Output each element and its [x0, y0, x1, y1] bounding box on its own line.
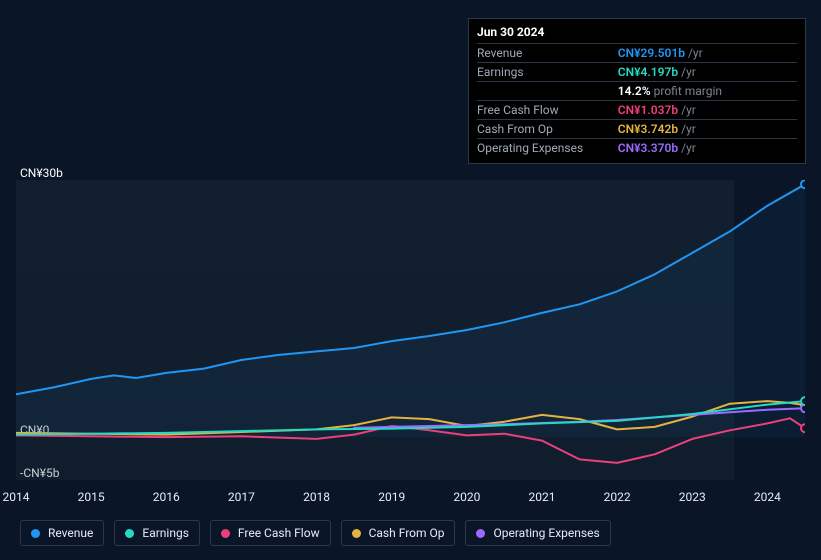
tooltip-row: 14.2%profit margin	[477, 82, 797, 101]
legend-item-revenue[interactable]: Revenue	[20, 520, 104, 546]
x-axis-label: 2021	[529, 490, 556, 504]
tooltip-row-label: Operating Expenses	[477, 139, 618, 158]
tooltip-row-label: Earnings	[477, 63, 618, 82]
x-axis-label: 2019	[378, 490, 405, 504]
tooltip-row: Cash From OpCN¥3.742b/yr	[477, 120, 797, 139]
legend-label: Cash From Op	[369, 526, 445, 540]
tooltip-row-value: 14.2%profit margin	[618, 82, 797, 101]
x-axis-label: 2022	[604, 490, 631, 504]
legend-item-free_cash_flow[interactable]: Free Cash Flow	[210, 520, 331, 546]
legend-item-cash_from_op[interactable]: Cash From Op	[341, 520, 456, 546]
legend-label: Free Cash Flow	[238, 526, 320, 540]
tooltip-row: RevenueCN¥29.501b/yr	[477, 44, 797, 63]
tooltip-row-label: Revenue	[477, 44, 618, 63]
x-axis-label: 2023	[679, 490, 706, 504]
legend-item-operating_expenses[interactable]: Operating Expenses	[465, 520, 610, 546]
legend-dot-icon	[476, 529, 485, 538]
tooltip-date: Jun 30 2024	[477, 25, 797, 39]
tooltip-row: Free Cash FlowCN¥1.037b/yr	[477, 101, 797, 120]
tooltip-row-label: Cash From Op	[477, 120, 618, 139]
x-axis-label: 2024	[754, 490, 781, 504]
tooltip-row-value: CN¥3.370b/yr	[618, 139, 797, 158]
legend-label: Revenue	[48, 526, 93, 540]
legend-dot-icon	[352, 529, 361, 538]
x-axis-label: 2014	[3, 490, 30, 504]
tooltip-row-value: CN¥29.501b/yr	[618, 44, 797, 63]
tooltip-row: EarningsCN¥4.197b/yr	[477, 63, 797, 82]
legend-dot-icon	[221, 529, 230, 538]
legend-label: Operating Expenses	[493, 526, 599, 540]
tooltip-row-value: CN¥4.197b/yr	[618, 63, 797, 82]
tooltip-table: RevenueCN¥29.501b/yrEarningsCN¥4.197b/yr…	[477, 43, 797, 157]
x-axis-label: 2016	[153, 490, 180, 504]
line-chart	[16, 180, 805, 480]
x-axis-label: 2020	[453, 490, 480, 504]
legend: Revenue Earnings Free Cash Flow Cash From O…	[20, 520, 611, 546]
tooltip-row-value: CN¥1.037b/yr	[618, 101, 797, 120]
x-axis-label: 2017	[228, 490, 255, 504]
legend-label: Earnings	[142, 526, 189, 540]
data-tooltip: Jun 30 2024 RevenueCN¥29.501b/yrEarnings…	[468, 18, 806, 164]
tooltip-row-value: CN¥3.742b/yr	[618, 120, 797, 139]
x-axis-label: 2015	[78, 490, 105, 504]
legend-item-earnings[interactable]: Earnings	[114, 520, 200, 546]
tooltip-row-label	[477, 82, 618, 101]
legend-dot-icon	[125, 529, 134, 538]
legend-dot-icon	[31, 529, 40, 538]
y-axis-label: CN¥30b	[20, 166, 63, 180]
x-axis-label: 2018	[303, 490, 330, 504]
tooltip-row: Operating ExpensesCN¥3.370b/yr	[477, 139, 797, 158]
tooltip-row-label: Free Cash Flow	[477, 101, 618, 120]
